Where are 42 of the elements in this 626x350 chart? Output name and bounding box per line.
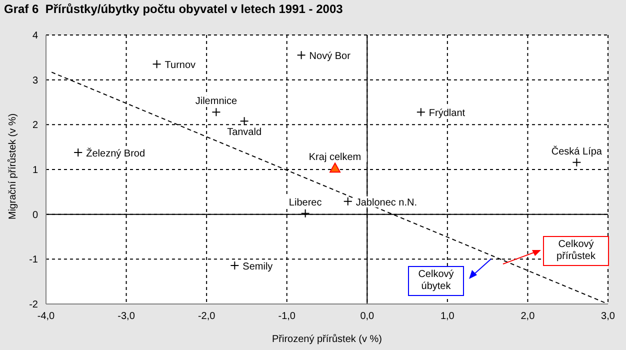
series-label: Nový Bor	[309, 51, 352, 62]
point	[300, 208, 310, 218]
x-tick-label: -1,0	[278, 311, 296, 322]
point	[343, 196, 352, 206]
x-axis-title: Přirozený přírůstek (v %)	[272, 333, 382, 345]
y-tick-label: 0	[32, 210, 38, 221]
x-tick-label: 2,0	[520, 311, 536, 322]
series-label: Frýdlant	[428, 108, 466, 120]
series-label: Kraj celkem	[308, 152, 362, 164]
x-tick-label: 0,0	[360, 311, 375, 322]
point	[416, 108, 426, 117]
series-label: Semily	[242, 261, 273, 272]
series-label: Jablonec n.N.	[356, 197, 418, 208]
point	[330, 162, 341, 173]
y-axis-title: Migrační přírůstek (v %)	[6, 113, 19, 220]
point	[572, 158, 582, 167]
y-tick-label: -2	[29, 300, 38, 311]
point	[152, 60, 162, 69]
annotation: Celkový úbytek	[408, 266, 464, 296]
x-tick-label: -3,0	[118, 311, 136, 322]
x-tick-label: 3,0	[601, 311, 616, 322]
y-tick-label: -1	[29, 254, 38, 266]
annotation: Celkový přírůstek	[543, 236, 609, 266]
point	[230, 260, 240, 270]
x-tick-label: -2,0	[198, 311, 216, 322]
point	[240, 116, 249, 126]
y-tick-label: 2	[32, 120, 38, 132]
point	[296, 50, 306, 60]
series-label: Turnov	[164, 60, 196, 72]
y-tick-label: 4	[32, 30, 38, 42]
y-tick-label: 1	[32, 165, 38, 176]
x-tick-label: -4,0	[37, 311, 56, 322]
y-tick-label: 3	[32, 75, 38, 86]
series-label: Česká Lípa	[551, 145, 602, 158]
series-label: Liberec	[288, 197, 322, 208]
series-label: Jilemnice	[195, 96, 238, 108]
series-label: Železný Brod	[86, 147, 146, 160]
point	[74, 148, 83, 157]
chart-title: Graf 6 Přírůstky/úbytky počtu obyvatel v letech 1991 - 2003	[4, 2, 343, 16]
series-label: Tanvald	[227, 127, 262, 138]
point	[212, 108, 221, 117]
x-tick-label: 1,0	[440, 311, 455, 322]
